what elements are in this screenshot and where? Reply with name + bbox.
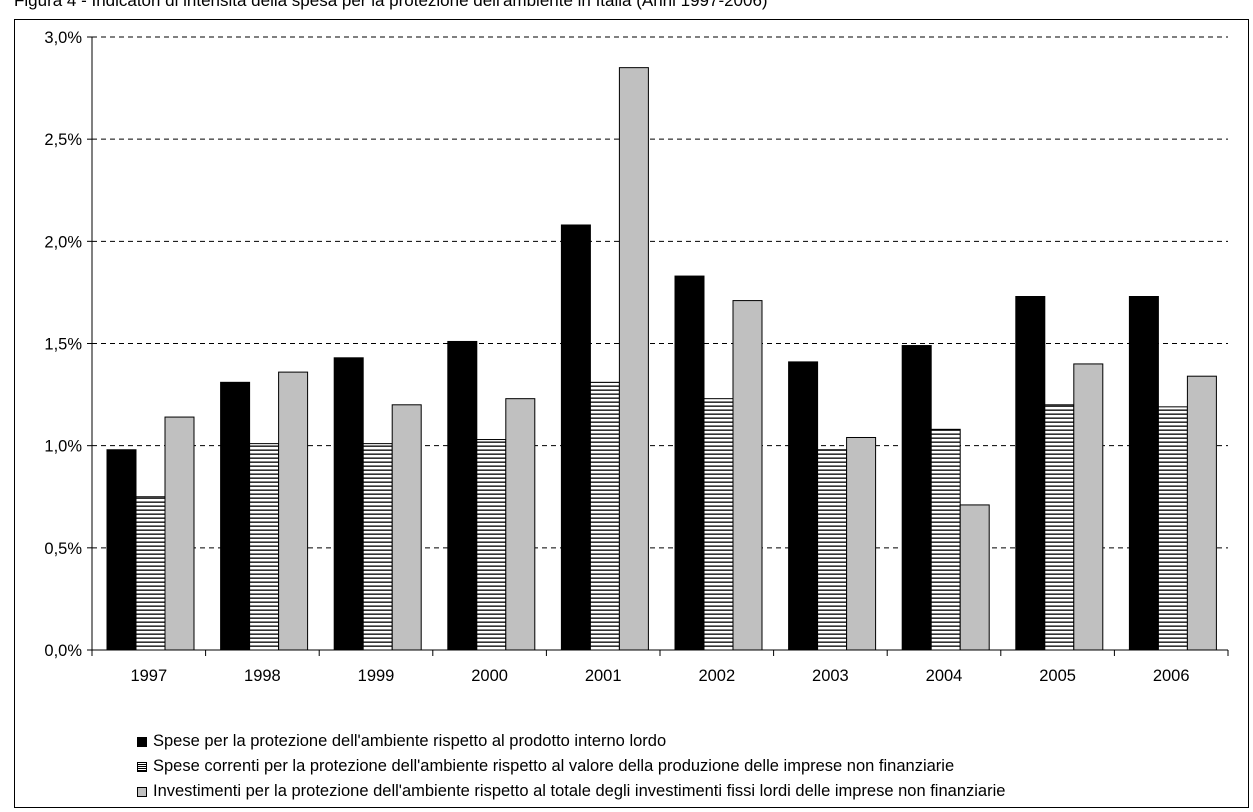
bar-series-2-1999 (362, 443, 393, 651)
y-tick-label: 3,0% (44, 29, 82, 47)
y-tick-label: 1,0% (44, 438, 82, 456)
bar-series-3-1999 (391, 404, 422, 651)
bar-series-2-1997 (135, 496, 166, 651)
bars (106, 67, 1217, 651)
legend-label-series-2: Spese correnti per la protezione dell'am… (153, 757, 955, 775)
bar-series-2-2003 (817, 449, 848, 651)
x-tick-label: 2001 (585, 667, 622, 685)
bar-series-3-1997 (164, 416, 195, 651)
x-tick-label: 2005 (1039, 667, 1076, 685)
y-tick-label: 0,0% (44, 642, 82, 660)
figure-caption-strip: Figura 4 - Indicatori di intensità della… (0, 0, 1253, 20)
y-tick-label: 2,5% (44, 131, 82, 149)
bar-series-1-2005 (1015, 296, 1046, 651)
bar-series-1-2002 (674, 275, 705, 651)
bar-series-1-1997 (106, 449, 137, 651)
figure-caption: Figura 4 - Indicatori di intensità della… (14, 0, 768, 10)
legend-swatch-black (137, 736, 147, 747)
bar-series-3-2000 (505, 398, 536, 651)
bar-series-1-2001 (560, 224, 591, 651)
legend-label-series-3: Investimenti per la protezione dell'ambi… (153, 782, 1006, 800)
x-tick-label: 2006 (1153, 667, 1190, 685)
bar-series-2-2001 (589, 381, 620, 651)
bar-series-2-2005 (1044, 404, 1075, 651)
bar-series-2-2006 (1157, 406, 1188, 651)
bar-series-3-2001 (618, 67, 649, 651)
legend-swatch-striped (137, 761, 147, 772)
legend: Spese per la protezione dell'ambiente ri… (137, 729, 1005, 804)
tick-labels: 0,0% 0,5% 1,0% 1,5% 2,0% 2,5% 3,0% 1997 1998 1999… (44, 29, 1189, 685)
bar-series-3-1998 (278, 371, 309, 651)
y-tick-label: 2,0% (44, 233, 82, 251)
bar-series-1-2006 (1128, 296, 1159, 651)
x-tick-label: 1999 (358, 667, 395, 685)
bar-series-2-2000 (476, 439, 507, 651)
chart-frame (14, 19, 1249, 808)
bar-series-3-2003 (846, 436, 877, 651)
bar-series-1-2003 (788, 361, 819, 651)
x-tick-label: 2000 (471, 667, 508, 685)
bar-series-1-1999 (333, 357, 364, 651)
bar-series-3-2004 (959, 504, 990, 651)
x-tick-label: 2003 (812, 667, 849, 685)
bar-series-1-2004 (901, 345, 932, 651)
bar-series-3-2002 (732, 300, 763, 651)
x-tick-label: 1997 (130, 667, 167, 685)
bar-series-2-2004 (930, 428, 961, 651)
y-tick-label: 0,5% (44, 540, 82, 558)
legend-item-series-2: Spese correnti per la protezione dell'am… (137, 754, 1005, 779)
legend-swatch-grey (137, 786, 147, 797)
x-tick-label: 2004 (926, 667, 963, 685)
bar-series-1-2000 (447, 340, 478, 651)
y-tick-label: 1,5% (44, 336, 82, 354)
bar-series-2-2002 (703, 398, 734, 651)
bar-series-3-2005 (1073, 363, 1104, 651)
legend-item-series-1: Spese per la protezione dell'ambiente ri… (137, 729, 1005, 754)
legend-label-series-1: Spese per la protezione dell'ambiente ri… (153, 732, 667, 750)
legend-item-series-3: Investimenti per la protezione dell'ambi… (137, 779, 1005, 804)
x-tick-label: 1998 (244, 667, 281, 685)
bar-series-1-1998 (220, 381, 251, 651)
bar-series-3-2006 (1186, 375, 1217, 651)
bar-series-2-1998 (249, 443, 280, 651)
x-tick-label: 2002 (698, 667, 735, 685)
